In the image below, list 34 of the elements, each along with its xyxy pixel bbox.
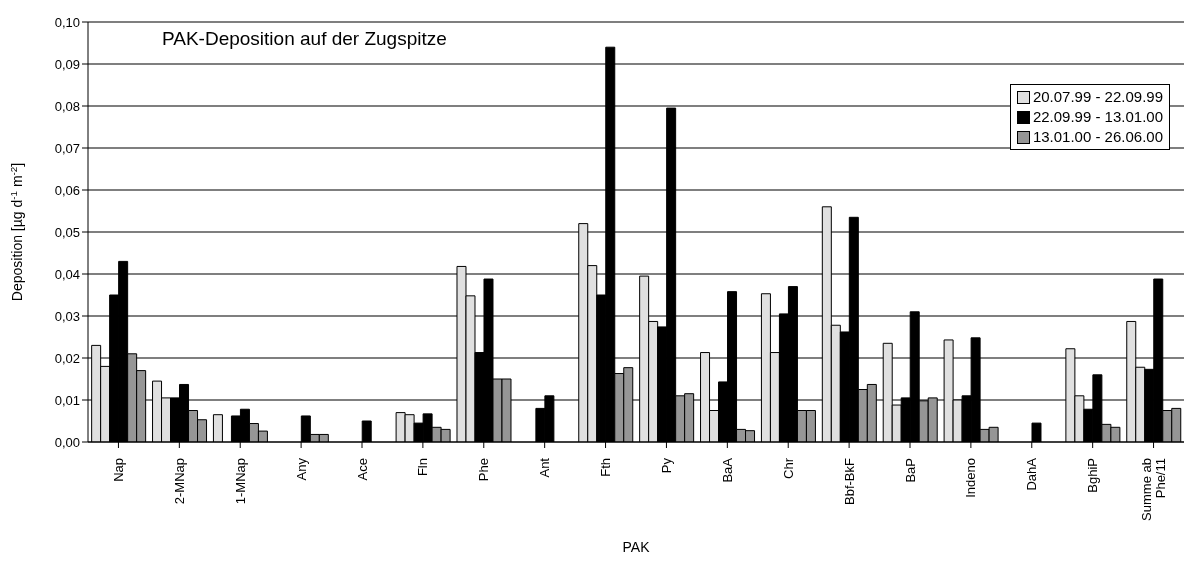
x-tick-label: Ace [354, 458, 370, 481]
y-tick-label: 0,02 [54, 350, 80, 366]
x-tick-label: BaA [719, 457, 735, 483]
y-tick-label: 0,05 [54, 224, 80, 240]
x-tick-label: Fln [415, 458, 431, 477]
x-tick-label: DahA [1024, 457, 1040, 491]
y-tick-label: 0,07 [54, 140, 80, 156]
y-tick-label: 0,03 [54, 308, 80, 324]
x-axis-title: PAK [622, 539, 651, 555]
y-tick-label: 0,10 [54, 14, 80, 30]
x-tick-label: Nap [110, 458, 126, 482]
legend-label: 22.09.99 - 13.01.00 [1032, 107, 1163, 127]
x-tick-label: Summe ab Phe/11 [1139, 458, 1169, 521]
x-tick-label: 2-MNap [171, 458, 187, 505]
x-tick-label: Any [293, 457, 309, 481]
x-tick-label: 1-MNap [232, 458, 248, 505]
x-tick-label: BghiP [1085, 458, 1101, 493]
x-tick-label: Fth [598, 458, 614, 477]
x-tick-label: Chr [780, 457, 796, 479]
y-tick-label: 0,00 [54, 434, 80, 450]
y-tick-label: 0,01 [54, 392, 80, 408]
y-tick-label: 0,06 [54, 182, 80, 198]
x-tick-label: Phe [476, 458, 492, 482]
y-tick-label: 0,09 [54, 56, 80, 72]
x-tick-label: Ant [537, 457, 553, 478]
legend-label: 13.01.00 - 26.06.00 [1032, 127, 1163, 147]
y-tick-label: 0,08 [54, 98, 80, 114]
y-tick-label: 0,04 [54, 266, 80, 282]
x-tick-label: Indeno [963, 458, 979, 498]
legend-label: 20.07.99 - 22.09.99 [1032, 87, 1163, 107]
chart-title: PAK-Deposition auf der Zugspitze [158, 28, 451, 50]
x-tick-label: BaP [902, 458, 918, 483]
x-tick-label: Bbf-BkF [841, 457, 857, 505]
x-tick-label: Py [658, 457, 674, 474]
